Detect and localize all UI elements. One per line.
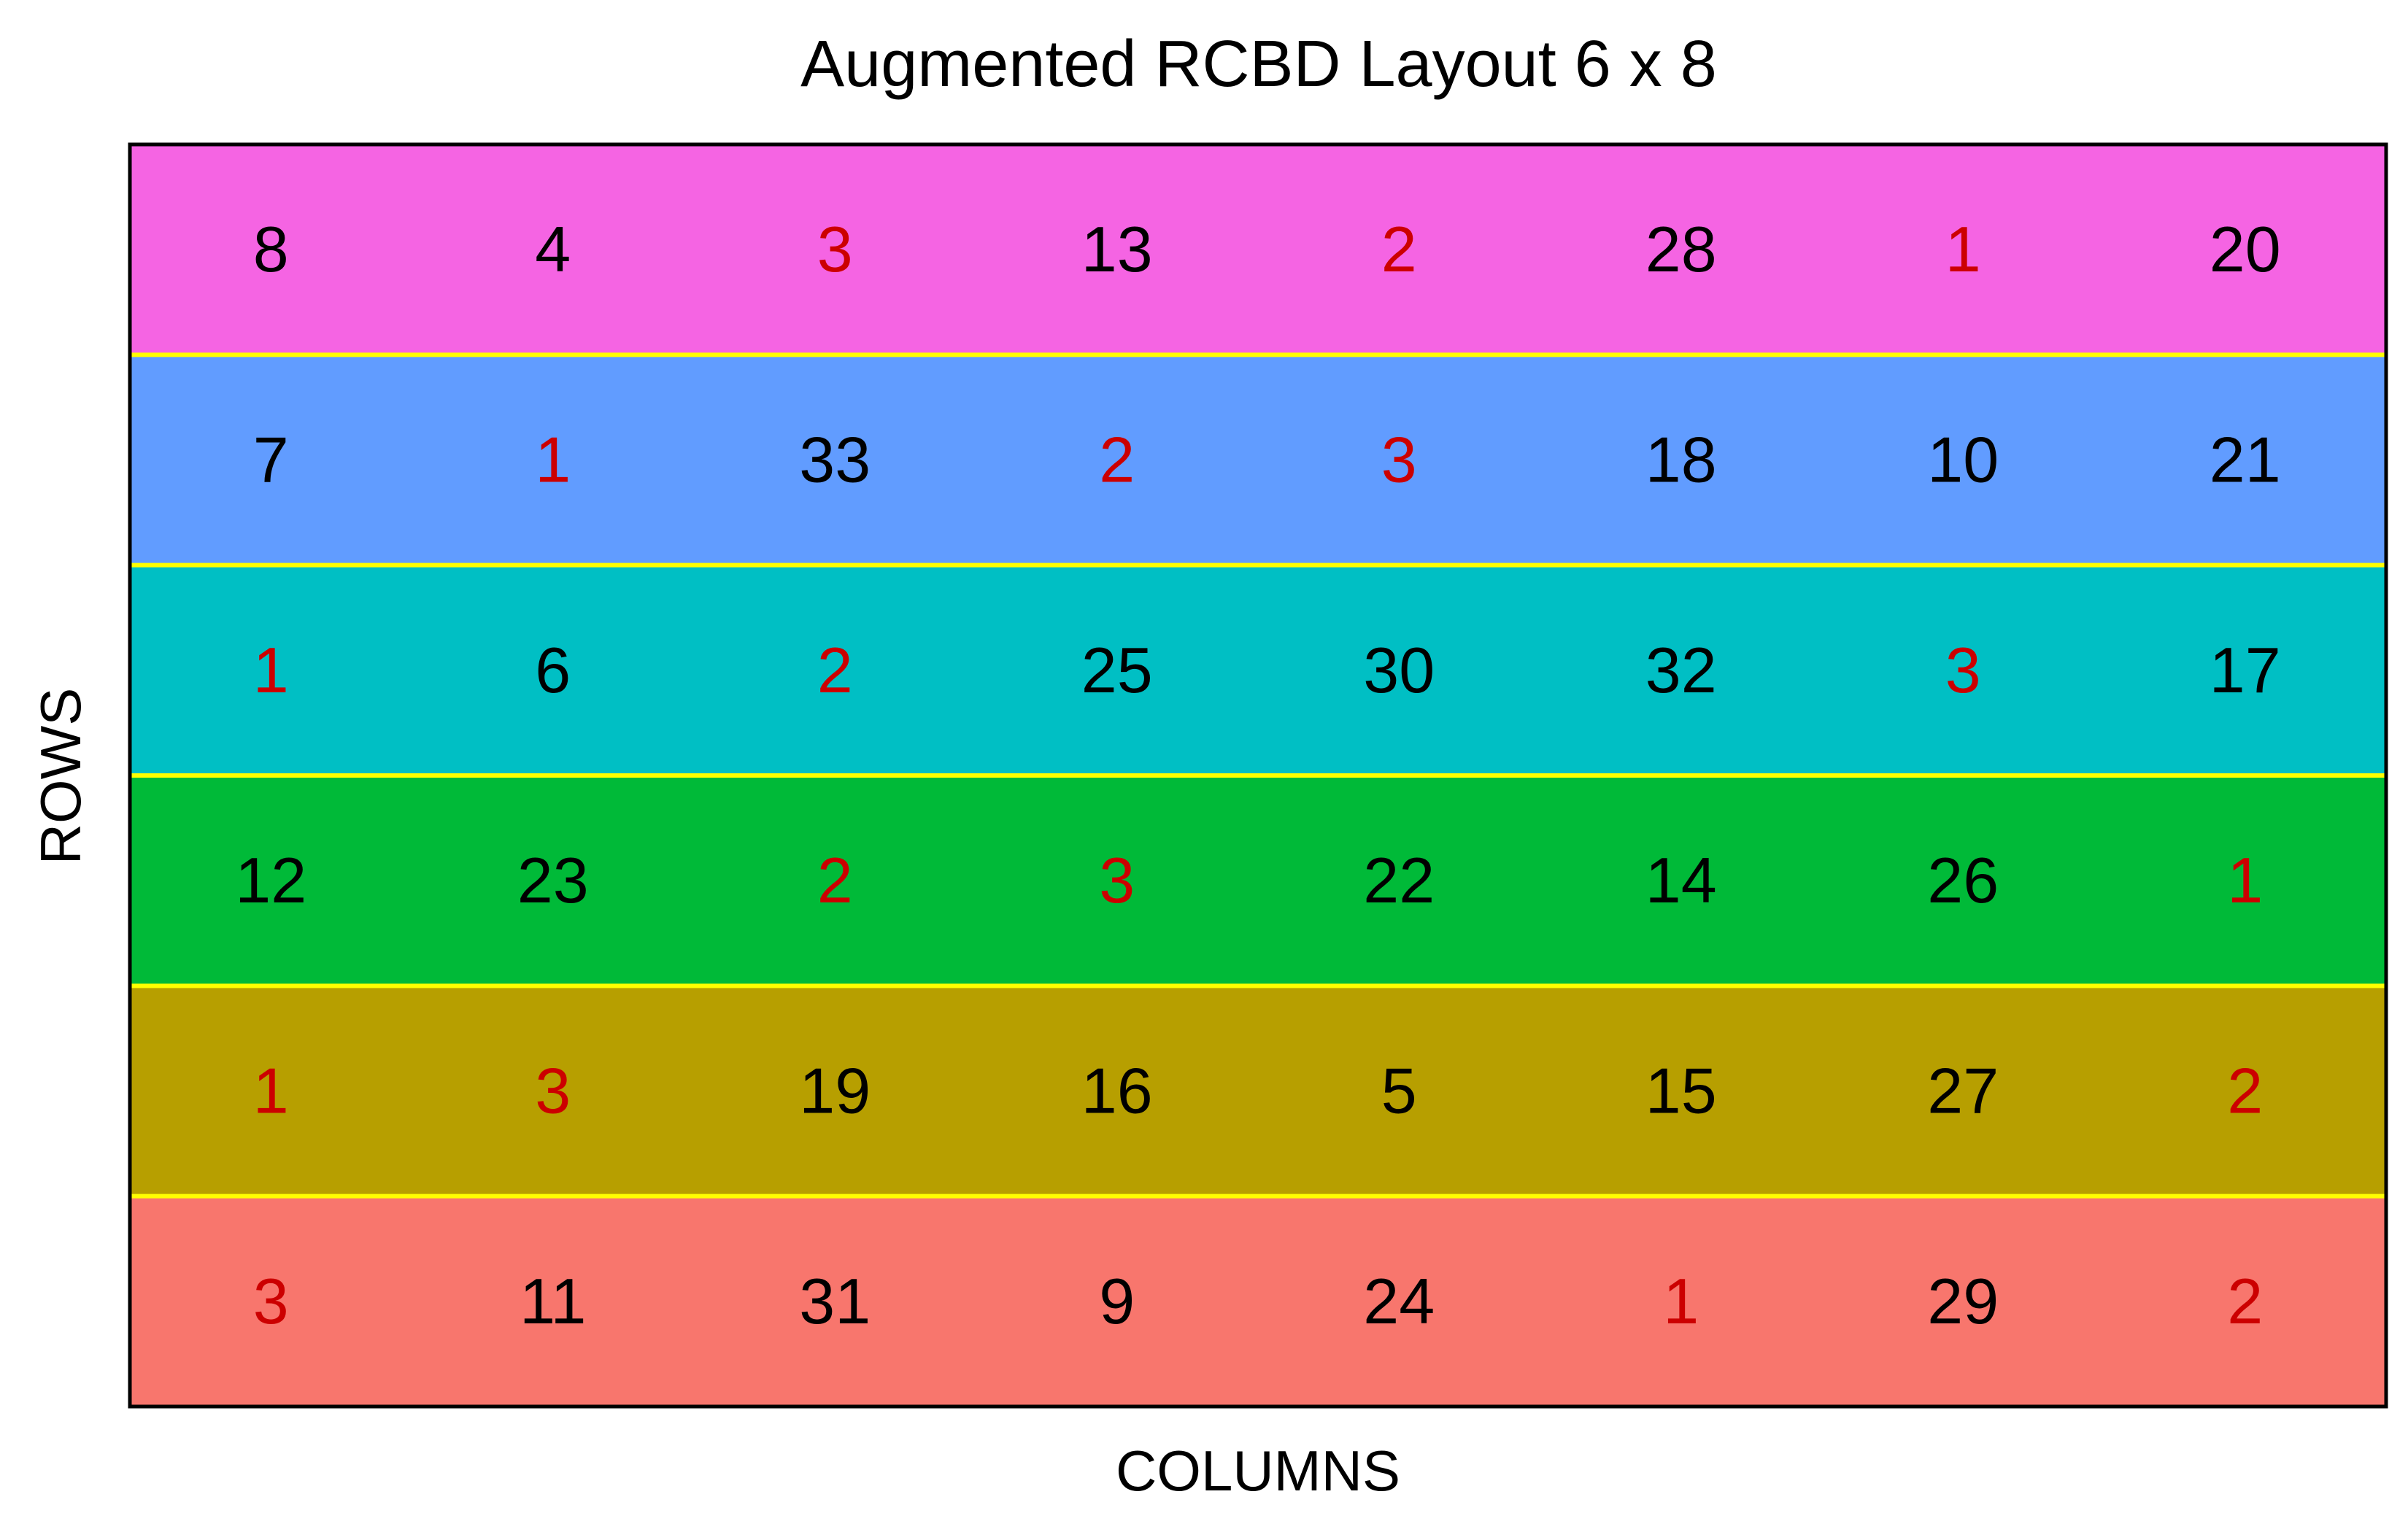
plot-cell-r5-c1: 1 <box>253 1055 289 1127</box>
plot-cell-r4-c3: 2 <box>817 844 853 916</box>
row-band-2 <box>130 355 2386 565</box>
plot-rows <box>130 144 2386 1407</box>
y-axis-label: ROWS <box>28 688 93 865</box>
plot-cell-r5-c5: 5 <box>1381 1055 1417 1127</box>
plot-cell-r2-c7: 10 <box>1927 424 1999 496</box>
plot-cell-r5-c6: 15 <box>1645 1055 1717 1127</box>
plot-cell-r3-c3: 2 <box>817 634 853 706</box>
row-band-3 <box>130 565 2386 775</box>
plot-cell-r3-c2: 6 <box>535 634 571 706</box>
plot-cell-r4-c5: 22 <box>1363 844 1435 916</box>
plot-cell-r3-c5: 30 <box>1363 634 1435 706</box>
plot-cell-r4-c2: 23 <box>517 844 589 916</box>
plot-cell-r2-c5: 3 <box>1381 424 1417 496</box>
row-band-4 <box>130 775 2386 986</box>
plot-cell-r3-c1: 1 <box>253 634 289 706</box>
plot-cell-r6-c1: 3 <box>253 1265 289 1337</box>
plot-cell-r1-c8: 20 <box>2210 213 2281 285</box>
plot-cell-r3-c6: 32 <box>1645 634 1717 706</box>
plot-cell-r5-c3: 19 <box>799 1055 871 1127</box>
plot-cell-r5-c8: 2 <box>2227 1055 2263 1127</box>
plot-cell-r3-c8: 17 <box>2210 634 2281 706</box>
plot-cell-r2-c8: 21 <box>2210 424 2281 496</box>
plot-cell-r2-c3: 33 <box>799 424 871 496</box>
plot-cell-r3-c7: 3 <box>1945 634 1981 706</box>
plot-cell-r1-c5: 2 <box>1381 213 1417 285</box>
plot-cell-r5-c2: 3 <box>535 1055 571 1127</box>
plot-cell-r1-c7: 1 <box>1945 213 1981 285</box>
plot-cell-r5-c4: 16 <box>1081 1055 1153 1127</box>
row-band-5 <box>130 986 2386 1196</box>
row-band-6 <box>130 1196 2386 1407</box>
plot-cell-r2-c2: 1 <box>535 424 571 496</box>
plot-cell-r6-c7: 29 <box>1927 1265 1999 1337</box>
plot-cell-r2-c4: 2 <box>1099 424 1135 496</box>
plot-cell-r6-c3: 31 <box>799 1265 871 1337</box>
chart-title: Augmented RCBD Layout 6 x 8 <box>800 28 1717 101</box>
plot-cell-r6-c4: 9 <box>1099 1265 1135 1337</box>
plot-cell-r4-c7: 26 <box>1927 844 1999 916</box>
plot-cell-r1-c4: 13 <box>1081 213 1153 285</box>
plot-cell-r5-c7: 27 <box>1927 1055 1999 1127</box>
plot-cell-r6-c8: 2 <box>2227 1265 2263 1337</box>
row-separators <box>130 352 2386 1199</box>
plot-cell-r2-c1: 7 <box>253 424 289 496</box>
plot-cell-r1-c3: 3 <box>817 213 853 285</box>
plot-cell-r6-c6: 1 <box>1663 1265 1699 1337</box>
plot-cell-r6-c5: 24 <box>1363 1265 1435 1337</box>
plot-cell-r3-c4: 25 <box>1081 634 1153 706</box>
x-axis-label: COLUMNS <box>1116 1439 1400 1503</box>
plot-cell-r4-c6: 14 <box>1645 844 1717 916</box>
plot-cell-r4-c8: 1 <box>2227 844 2263 916</box>
row-band-1 <box>130 144 2386 355</box>
plot-cell-r4-c1: 12 <box>235 844 306 916</box>
plot-cell-r4-c4: 3 <box>1099 844 1135 916</box>
plot-cell-r2-c6: 18 <box>1645 424 1717 496</box>
plot-cell-r1-c1: 8 <box>253 213 289 285</box>
plot-cell-r1-c2: 4 <box>535 213 571 285</box>
plot-cell-r6-c2: 11 <box>520 1265 586 1337</box>
plot-cell-r1-c6: 28 <box>1645 213 1717 285</box>
plot-frame <box>128 142 2388 1409</box>
